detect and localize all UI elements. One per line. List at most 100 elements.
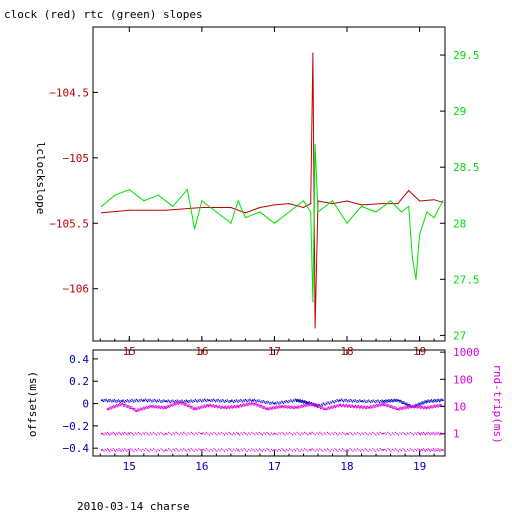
series-point-roundtrip-scatter	[388, 405, 390, 407]
series-point-rtc	[186, 189, 188, 191]
series-point-roundtrip-low	[421, 449, 424, 452]
series-point-roundtrip	[154, 433, 156, 435]
series-point-roundtrip	[424, 434, 427, 436]
series-point-roundtrip-low	[174, 449, 176, 452]
series-point-roundtrip	[316, 432, 318, 434]
series-point-roundtrip	[426, 433, 428, 435]
series-point-offset	[180, 401, 182, 403]
series-point-offset	[234, 401, 237, 403]
series-point-offset	[429, 399, 431, 402]
series-point-roundtrip-scatter	[198, 408, 201, 410]
series-point-roundtrip-scatter	[380, 405, 382, 407]
series-point-roundtrip-low	[223, 450, 226, 452]
series-point-rtc	[201, 200, 203, 202]
series-point-offset	[311, 402, 313, 404]
series-point-roundtrip	[210, 432, 212, 434]
series-point-roundtrip	[346, 432, 348, 435]
series-point-roundtrip-scatter	[233, 406, 235, 409]
series-point-roundtrip-scatter	[140, 407, 142, 409]
series-point-offset	[299, 400, 301, 403]
series-point-roundtrip-scatter	[134, 407, 136, 410]
series-point-roundtrip-low	[384, 448, 386, 450]
series-point-roundtrip-scatter	[226, 406, 228, 408]
series-point-offset	[353, 400, 355, 403]
series-point-roundtrip	[149, 432, 152, 434]
series-point-roundtrip-low	[216, 450, 218, 452]
series-point-roundtrip-scatter	[218, 405, 221, 407]
series-point-offset	[152, 399, 154, 401]
series-point-offset	[228, 401, 230, 404]
series-point-roundtrip-scatter	[297, 405, 299, 407]
series-point-offset	[337, 400, 339, 402]
series-point-rtc	[411, 256, 413, 258]
x-tick-label: 17	[268, 460, 281, 473]
series-point-roundtrip	[258, 431, 260, 434]
series-point-roundtrip	[160, 431, 162, 434]
series-point-roundtrip-scatter	[405, 406, 407, 408]
series-point-offset	[235, 399, 237, 401]
series-point-roundtrip-scatter	[151, 406, 153, 408]
series-point-roundtrip-low	[114, 450, 117, 452]
series-point-rtc	[288, 211, 290, 213]
series-point-roundtrip	[130, 431, 132, 434]
series-point-roundtrip-low	[338, 448, 341, 450]
series-point-roundtrip-scatter	[379, 403, 381, 405]
series-point-roundtrip-low	[266, 448, 268, 450]
series-point-roundtrip-low	[400, 449, 403, 452]
series-point-offset	[423, 402, 426, 404]
series-point-roundtrip-low	[397, 450, 400, 452]
series-point-offset	[109, 398, 111, 401]
series-point-offset	[262, 400, 265, 402]
series-point-offset	[301, 399, 304, 401]
series-point-roundtrip-scatter	[359, 407, 361, 409]
series-point-roundtrip	[106, 431, 109, 434]
series-point-roundtrip-low	[415, 449, 418, 452]
series-point-roundtrip-scatter	[316, 405, 318, 407]
series-point-roundtrip	[223, 434, 226, 436]
series-point-offset	[174, 400, 177, 402]
series-point-roundtrip-low	[349, 448, 351, 450]
series-point-roundtrip-scatter	[381, 404, 383, 406]
series-point-roundtrip-scatter	[394, 406, 396, 408]
series-point-offset	[391, 400, 393, 402]
series-point-offset	[177, 400, 179, 402]
series-point-roundtrip-scatter	[256, 405, 258, 407]
series-point-roundtrip-scatter	[119, 403, 121, 405]
series-point-roundtrip-scatter	[291, 405, 293, 407]
series-point-offset	[388, 399, 390, 401]
series-point-roundtrip	[396, 433, 398, 435]
series-point-offset	[106, 399, 108, 402]
series-point-offset	[341, 399, 344, 401]
series-point-roundtrip-scatter	[188, 404, 190, 406]
series-point-roundtrip	[207, 433, 209, 435]
series-point-roundtrip-scatter	[138, 408, 141, 410]
series-point-roundtrip-scatter	[177, 402, 179, 404]
series-point-roundtrip-scatter	[161, 406, 164, 409]
series-point-roundtrip-scatter	[383, 403, 386, 405]
series-point-rtc	[400, 211, 403, 213]
series-point-roundtrip-low	[373, 449, 375, 451]
series-point-offset	[433, 400, 435, 403]
series-point-roundtrip-scatter	[128, 405, 130, 407]
series-point-offset	[296, 400, 299, 402]
series-point-roundtrip-scatter	[127, 406, 129, 408]
series-point-roundtrip	[157, 432, 159, 434]
series-point-offset	[291, 400, 293, 402]
series-point-roundtrip-scatter	[287, 405, 289, 407]
series-point-offset	[402, 402, 404, 404]
series-point-roundtrip	[290, 433, 292, 435]
series-point-roundtrip-scatter	[273, 406, 275, 408]
series-point-roundtrip-low	[134, 448, 136, 450]
series-point-offset	[354, 399, 356, 401]
y2-tick-label: 28	[453, 217, 466, 230]
series-point-roundtrip-scatter	[275, 407, 277, 409]
series-point-roundtrip	[152, 431, 155, 434]
series-point-roundtrip-low	[427, 448, 429, 450]
series-point-roundtrip-low	[364, 448, 366, 450]
series-point-offset	[390, 400, 392, 402]
series-point-roundtrip-low	[207, 449, 209, 451]
series-point-roundtrip-scatter	[285, 405, 287, 407]
series-point-offset	[168, 400, 170, 402]
series-point-roundtrip-scatter	[117, 404, 120, 406]
series-point-roundtrip-scatter	[338, 404, 341, 407]
